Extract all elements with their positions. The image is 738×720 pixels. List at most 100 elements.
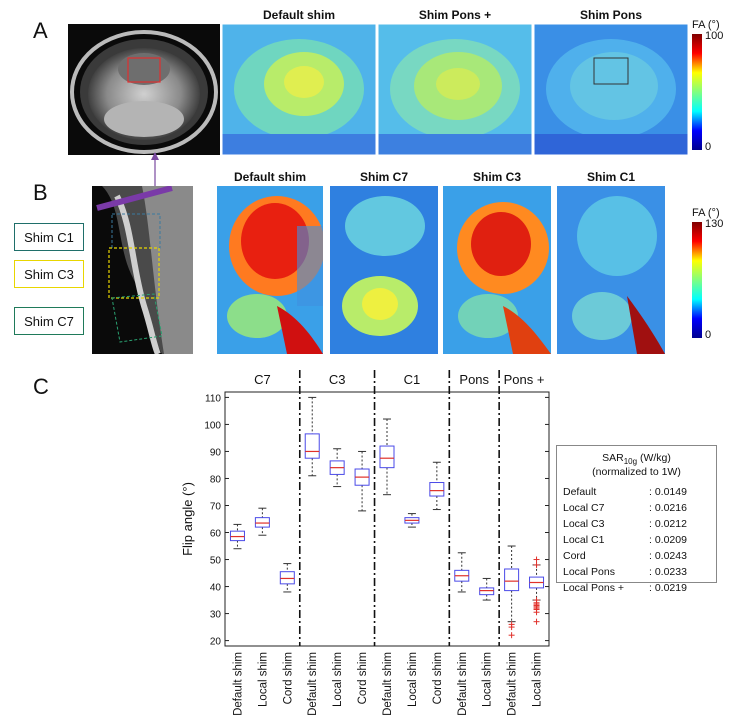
sar-row-label: Local Pons + <box>563 582 625 595</box>
box-iqr <box>279 571 295 585</box>
axial-anatomical-image <box>68 24 220 155</box>
group-label: C1 <box>404 372 421 387</box>
sar-row-label: Cord <box>563 550 586 563</box>
colorbar-a-min: 0 <box>705 141 712 153</box>
map-title-b-c1: Shim C1 <box>586 170 635 184</box>
sar-row-label: Local C1 <box>563 534 605 547</box>
y-tick-label: 40 <box>210 583 222 594</box>
box-iqr <box>229 530 245 542</box>
y-tick-label: 70 <box>210 501 222 512</box>
sagittal-mri-graphic <box>92 185 193 356</box>
x-category-label: Cord shim <box>432 652 444 704</box>
box-iqr <box>304 433 320 459</box>
shim-c7-label-box: Shim C7 <box>14 307 84 335</box>
x-category-label: Default shim <box>457 652 469 716</box>
box-iqr <box>479 587 495 596</box>
sar-row: Local C3 : 0.0212 <box>563 516 716 532</box>
y-tick-label: 50 <box>210 556 222 567</box>
x-category-label: Local shim <box>482 652 494 707</box>
sar-title-sub: 10g <box>623 457 638 467</box>
sar-row-value: : 0.0212 <box>649 518 687 531</box>
colorbar-b-min: 0 <box>705 329 712 341</box>
sar-row-label: Local C7 <box>563 502 605 515</box>
colorbar-b-max: 130 <box>705 218 724 230</box>
box-iqr <box>504 568 520 592</box>
sar-table-title: SAR10g (W/kg) <box>557 452 716 466</box>
group-label: Pons + <box>504 372 545 387</box>
flip-angle-map-b-default <box>217 186 325 354</box>
group-label: C7 <box>254 372 271 387</box>
colorbar-a-max: 100 <box>705 30 724 42</box>
y-tick-label: 30 <box>210 610 222 621</box>
map-title-b-c3: Shim C3 <box>472 170 521 184</box>
sar-row-value: : 0.0219 <box>649 582 687 595</box>
map-title-a-pons: Shim Pons <box>579 8 642 22</box>
sar-row: Local Pons : 0.0233 <box>563 564 716 580</box>
x-category-label: Default shim <box>232 652 244 716</box>
sar-title-unit: (W/kg) <box>637 452 671 464</box>
shim-c1-label-box: Shim C1 <box>14 223 84 251</box>
flip-angle-map-b-c3 <box>443 186 551 354</box>
sar-row-value: : 0.0243 <box>649 550 687 563</box>
panel-label-a: A <box>33 18 48 43</box>
y-tick-label: 100 <box>204 420 221 431</box>
box-iqr <box>379 445 395 469</box>
x-category-label: Local shim <box>257 652 269 707</box>
sar-row: Default : 0.0149 <box>563 484 716 500</box>
box-iqr <box>429 482 445 497</box>
axial-slice-marker <box>96 185 173 211</box>
axial-mri-graphic <box>68 24 220 155</box>
plot-frame <box>224 391 550 647</box>
roi-rectangle-pons <box>127 57 161 83</box>
y-axis-label: Flip angle (°) <box>180 482 195 556</box>
flip-angle-map-b-c7 <box>330 186 438 354</box>
sar-row-value: : 0.0149 <box>649 486 687 499</box>
sar-title-main: SAR <box>602 452 624 464</box>
sar-row: Cord : 0.0243 <box>563 548 716 564</box>
x-category-label: Cord shim <box>357 652 369 704</box>
x-category-label: Default shim <box>307 652 319 716</box>
x-category-label: Local shim <box>532 652 544 707</box>
y-tick-label: 20 <box>210 637 222 648</box>
group-label: C3 <box>329 372 346 387</box>
sar-row-value: : 0.0216 <box>649 502 687 515</box>
roi-c3 <box>108 247 160 299</box>
sar-row-label: Default <box>563 486 597 499</box>
group-label: Pons <box>459 372 489 387</box>
panel-label-c: C <box>33 374 49 399</box>
panel-label-b: B <box>33 180 48 205</box>
sar-table-subtitle: (normalized to 1W) <box>592 466 681 479</box>
roi-c7 <box>111 293 163 343</box>
y-tick-label: 80 <box>210 474 222 485</box>
y-tick-label: 60 <box>210 529 222 540</box>
colorbar-b-label: FA (°) <box>692 207 720 219</box>
flip-angle-map-a-pons <box>533 23 689 156</box>
sar-row-label: Local Pons <box>563 566 615 579</box>
flip-angle-map-b-c1 <box>557 186 665 354</box>
sar-table: SAR10g (W/kg) (normalized to 1W) Default… <box>556 445 717 594</box>
x-category-label: Local shim <box>407 652 419 707</box>
flip-angle-map-a-default <box>221 23 377 156</box>
sar-row: Local Pons + : 0.0219 <box>563 580 716 596</box>
sar-row-value: : 0.0233 <box>649 566 687 579</box>
y-tick-label: 90 <box>210 447 222 458</box>
colorbar-a <box>692 34 702 150</box>
colorbar-b <box>692 222 702 338</box>
x-category-label: Cord shim <box>282 652 294 704</box>
flip-angle-boxplot: 20 30 40 50 60 70 80 90 100 110 Flip angle (°) C7 C3… <box>180 370 550 716</box>
sar-row: Local C7 : 0.0216 <box>563 500 716 516</box>
y-tick-label: 110 <box>205 393 221 404</box>
sar-row-label: Local C3 <box>563 518 605 531</box>
sar-row-value: : 0.0209 <box>649 534 687 547</box>
x-category-label: Default shim <box>382 652 394 716</box>
map-title-a-pons-plus: Shim Pons + <box>418 8 492 22</box>
map-title-b-c7: Shim C7 <box>359 170 408 184</box>
colorbar-a-label: FA (°) <box>692 19 720 31</box>
sagittal-anatomical-image <box>92 185 193 356</box>
flip-angle-map-a-pons-plus <box>377 23 533 156</box>
box-iqr <box>254 517 270 528</box>
sar-row: Local C1 : 0.0209 <box>563 532 716 548</box>
x-category-label: Local shim <box>332 652 344 707</box>
map-title-a-default: Default shim <box>262 8 335 22</box>
x-category-label: Default shim <box>507 652 519 716</box>
